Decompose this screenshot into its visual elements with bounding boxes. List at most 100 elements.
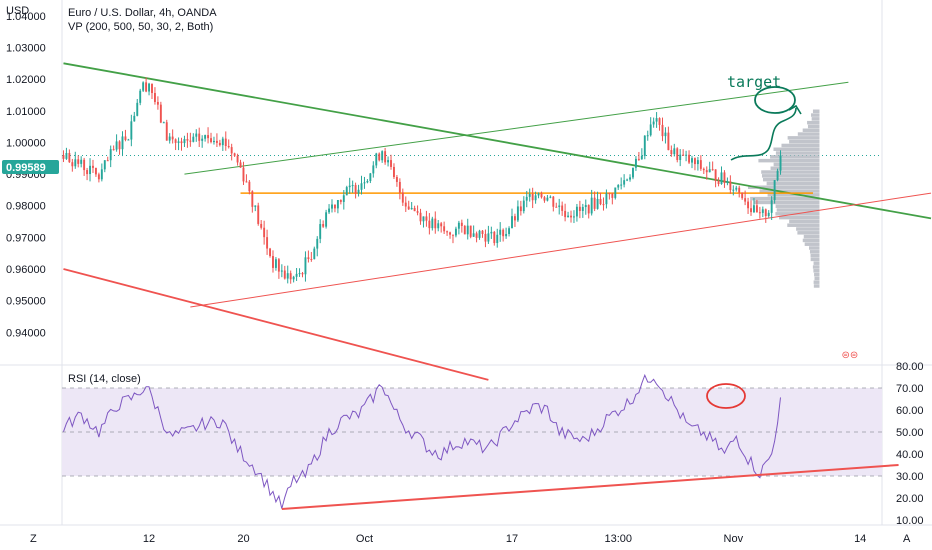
candle-body [384, 151, 387, 163]
candle-body [189, 140, 192, 142]
candle-body [313, 248, 316, 260]
candle-body [599, 198, 602, 205]
candle-body [215, 140, 218, 143]
candle-body [186, 139, 189, 141]
candle-body [77, 159, 80, 164]
volume-profile-bar [753, 200, 820, 205]
volume-profile-bar [758, 158, 820, 163]
candle-body [201, 138, 204, 141]
volume-profile-bar [775, 204, 820, 208]
candle-body [732, 189, 735, 191]
candle-body [696, 160, 699, 165]
candle-body [357, 189, 360, 194]
flag-icon: ⊜⊜ [841, 350, 858, 361]
volume-profile-bar [811, 113, 820, 117]
candle-body [224, 138, 227, 146]
candle-body [670, 150, 673, 155]
hand-annotations [706, 86, 802, 409]
candle-body [567, 215, 570, 218]
red-downtrend-line [63, 268, 489, 381]
candle-body [198, 133, 201, 141]
candle-body [151, 83, 153, 94]
candle-body [773, 180, 776, 201]
candle-body [549, 196, 552, 198]
price-tag-text: 0.99589 [6, 162, 46, 174]
price-tick-label: 0.98000 [6, 201, 46, 213]
volume-profile-bar [813, 269, 820, 273]
time-tick-label: 14 [854, 533, 866, 545]
candle-body [688, 154, 691, 163]
candle-body [682, 154, 685, 156]
candle-body [251, 191, 254, 207]
candle-body [245, 181, 248, 183]
candle-body [304, 257, 307, 275]
candle-body [145, 82, 148, 92]
candle-body [484, 233, 487, 242]
volume-profile-bar [789, 139, 820, 144]
candle-body [490, 231, 493, 234]
candle-body [437, 223, 440, 229]
axes: 1.040001.030001.020001.010001.000000.990… [6, 11, 924, 545]
candle-body [764, 209, 767, 217]
candle-body [381, 151, 384, 161]
candle-body [283, 270, 286, 279]
candle-body [230, 147, 233, 154]
candle-body [112, 149, 115, 151]
candle-body [649, 124, 652, 136]
candle-body [578, 206, 581, 211]
volume-profile-bar [813, 284, 820, 288]
candle-body [513, 216, 516, 221]
candle-body [537, 193, 540, 196]
candle-body [543, 197, 546, 201]
candle-body [753, 205, 755, 213]
rsi-tick-label: 20.00 [896, 493, 924, 505]
candle-body [570, 215, 572, 218]
symbol-title: Euro / U.S. Dollar, 4h, OANDA [68, 7, 217, 19]
candle-body [366, 181, 369, 183]
candle-body [260, 223, 263, 228]
candle-body [336, 199, 339, 209]
volume-profile-bar [809, 246, 820, 250]
candle-body [454, 228, 457, 236]
price-tick-label: 0.97000 [6, 232, 46, 244]
price-tick-label: 1.03000 [6, 42, 46, 54]
candle-body [587, 205, 590, 214]
candle-body [723, 172, 726, 184]
rsi-tick-label: 10.00 [896, 515, 924, 527]
candle-body [540, 193, 543, 198]
candle-body [242, 167, 245, 182]
rsi-title: RSI (14, close) [68, 373, 141, 385]
volume-profile-bar [803, 234, 820, 239]
auto-scale-button[interactable]: A [903, 533, 911, 545]
candle-body [717, 181, 720, 185]
volume-profile-bar [775, 151, 820, 155]
arrow-head [788, 104, 802, 115]
candle-body [248, 181, 251, 192]
candle-body [620, 184, 623, 186]
volume-profile-bar [761, 174, 820, 178]
rsi-circle [706, 383, 746, 409]
candle-body [393, 166, 395, 177]
candle-body [263, 227, 266, 238]
candle-body [534, 195, 537, 201]
time-tick-label: 17 [506, 533, 518, 545]
candle-body [292, 276, 295, 280]
candle-body [637, 158, 640, 160]
volume-profile-bar [814, 272, 820, 277]
candle-body [401, 192, 404, 203]
candle-body [755, 205, 758, 213]
green-channel-line [184, 81, 849, 175]
volume-profile-bar [779, 215, 820, 220]
timezone-button[interactable]: Z [30, 533, 37, 545]
candle-body [106, 160, 109, 162]
candle-body [699, 160, 702, 169]
candle-body [702, 168, 705, 171]
rsi-tick-label: 30.00 [896, 471, 924, 483]
candle-body [655, 118, 658, 122]
candle-body [422, 216, 425, 222]
candle-body [118, 141, 121, 150]
candle-body [289, 273, 292, 280]
candle-body [425, 216, 428, 221]
candle-body [779, 155, 782, 171]
